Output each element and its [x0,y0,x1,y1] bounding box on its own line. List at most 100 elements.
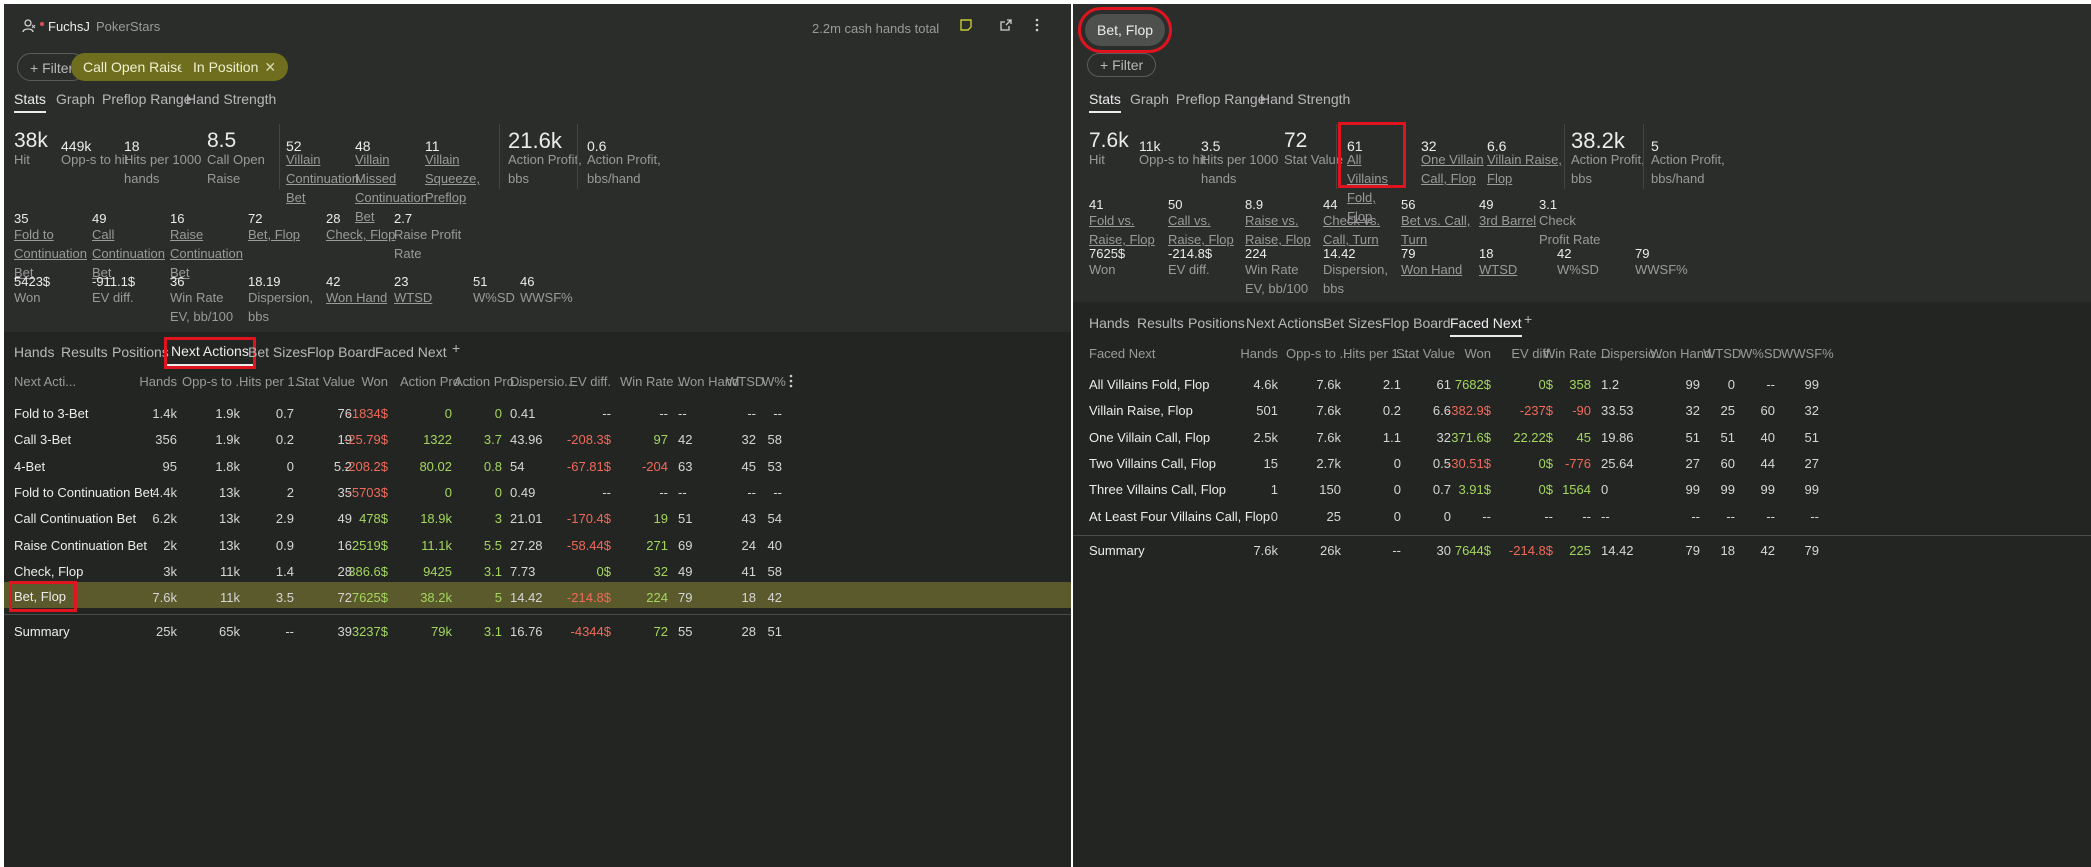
tab-graph[interactable]: Graph [56,91,95,107]
stat-label: W%SD [473,290,515,305]
column-header[interactable]: Stat Value [1396,346,1456,361]
table-row[interactable]: Check, Flop 3k 11k 1.4 28 386.6$ 9425 3.1 7.73 0$… [4,564,1071,582]
column-header[interactable]: Faced Next [1089,346,1156,361]
tab-stats[interactable]: Stats [1089,91,1121,113]
tab-hand-strength[interactable]: Hand Strength [1260,91,1351,107]
stat-label-link[interactable]: Fold to Continuation Bet [14,227,87,280]
table-row[interactable]: Call 3-Bet 356 1.9k 0.2 19 -25.79$ 1322 3.7 43.9… [4,432,1071,450]
stat-label-link[interactable]: 3rd Barrel [1479,213,1537,228]
tab-flop-board[interactable]: Flop Board [307,344,376,360]
stat-label-link[interactable]: Won Hand [1401,262,1463,277]
column-header[interactable]: Hands [1240,346,1278,361]
column-header[interactable]: Action Pro... [454,374,525,389]
stat-value: 49 [1479,197,1494,212]
stat-label-link[interactable]: Villain Raise, Flop [1487,152,1562,186]
table-row[interactable]: Fold to Continuation Bet 4.4k 13k 2 35 -5703$… [4,485,1071,503]
tab-hands[interactable]: Hands [1089,315,1130,331]
column-header[interactable]: WWSF% [1781,346,1834,361]
column-header[interactable]: W% [762,374,786,389]
title-chip-bet-flop[interactable]: Bet, Flop [1077,7,1173,53]
add-tab-plus-icon[interactable]: + [452,340,461,356]
table-row[interactable]: 4-Bet 95 1.8k 0 5.2 -208.2$ 80.02 0.8 54 -67.81$ -… [4,459,1071,477]
column-header[interactable]: WTSD [726,374,765,389]
stat-value: 51 [473,274,488,289]
stat-label-link[interactable]: Raise Continuation Bet [170,227,243,280]
column-header[interactable]: EV diff. [569,374,611,389]
table-row[interactable]: Raise Continuation Bet 2k 13k 0.9 16 2519$ 11.… [4,538,1071,556]
tab-bet-sizes[interactable]: Bet Sizes [1323,315,1383,331]
stat-value: 21.6k [508,128,562,153]
table-row[interactable]: At Least Four Villains Call, Flop 0 25 0 0 --… [1073,509,2091,527]
tab-next-actions[interactable]: Next Actions [1246,315,1324,331]
table-row[interactable]: Fold to 3-Bet 1.4k 1.9k 0.7 76 -1834$ 0 0 0.41 --… [4,406,1071,424]
stat-label-link[interactable]: Villain Missed Continuation Bet [355,152,428,224]
table-row[interactable]: Three Villains Call, Flop 1 150 0 0.7 3.91$ 0$… [1073,482,2091,500]
tab-preflop-range[interactable]: Preflop Range [1176,91,1266,107]
stat-label-link[interactable]: WTSD [394,290,433,305]
stat-label-link[interactable]: Check vs. Call, Turn [1323,213,1381,247]
stat-label-link[interactable]: Call Continuation Bet [92,227,165,280]
tab-positions[interactable]: Positions [112,344,169,360]
table-row[interactable]: Bet, Flop 7.6k 11k 3.5 72 7625$ 38.2k 5 14.42 -21… [4,581,1071,613]
column-header[interactable]: Hands [139,374,177,389]
column-header[interactable]: Hits per 1... [239,374,306,389]
tab-stats[interactable]: Stats [14,91,46,113]
more-vertical-icon[interactable] [788,374,794,391]
column-header[interactable]: Stat Value [296,374,356,389]
column-header[interactable]: Dispersio... [510,374,576,389]
tab-flop-board[interactable]: Flop Board [1382,315,1451,331]
tab-results[interactable]: Results [61,344,108,360]
column-header[interactable]: Win Rate ... [1543,346,1611,361]
table-row[interactable]: Villain Raise, Flop 501 7.6k 0.2 6.6 -382.9$ -… [1073,403,2091,421]
column-header[interactable]: Win Rate ... [620,374,688,389]
player-name[interactable]: FuchsJ [48,19,90,34]
tab-positions[interactable]: Positions [1188,315,1245,331]
table-row[interactable]: All Villains Fold, Flop 4.6k 7.6k 2.1 61 7682… [1073,377,2091,395]
add-tab-plus-icon[interactable]: + [1524,311,1533,327]
stat-label-link[interactable]: All Villains Fold, Flop [1347,152,1388,224]
filter-chip-in-position[interactable]: In Position ✕ [181,53,289,81]
stat-label-link[interactable]: Fold vs. Raise, Flop [1089,213,1155,247]
tab-faced-next[interactable]: Faced Next [1450,315,1522,337]
stat-label-link[interactable]: Villain Continuation Bet [286,152,359,205]
export-icon[interactable] [999,18,1013,35]
column-header[interactable]: Won Hand [1650,346,1712,361]
filter-button[interactable]: + Filter [1087,53,1157,77]
column-header[interactable]: Next Acti... [14,374,77,389]
column-header[interactable]: Won Hand [678,374,740,389]
close-icon[interactable]: ✕ [264,59,277,75]
column-header[interactable]: Hits per 1... [1343,346,1410,361]
tab-hand-strength[interactable]: Hand Strength [186,91,277,107]
user-icon[interactable] [22,19,36,36]
column-header[interactable]: Opp-s to ... [1286,346,1351,361]
column-header[interactable]: Won [361,374,389,389]
tab-bet-sizes[interactable]: Bet Sizes [248,344,308,360]
stat-label-link[interactable]: Raise vs. Raise, Flop [1245,213,1311,247]
tab-graph[interactable]: Graph [1130,91,1169,107]
tab-faced-next[interactable]: Faced Next [375,344,447,360]
column-header[interactable]: Won [1464,346,1492,361]
stat-label-link[interactable]: Bet vs. Call, Turn [1401,213,1471,247]
stat-label-link[interactable]: Villain Squeeze, Preflop [425,152,480,205]
column-header[interactable]: Dispersio... [1601,346,1667,361]
tab-hands[interactable]: Hands [14,344,55,360]
stat-label-link[interactable]: Won Hand [326,290,388,305]
stat-label-link[interactable]: WTSD [1479,262,1518,277]
more-vertical-icon[interactable] [1034,18,1040,35]
tab-next-actions[interactable]: Next Actions [164,337,256,369]
stat-label-link[interactable]: Check, Flop [326,227,396,242]
column-header[interactable]: EV diff. [1511,346,1553,361]
table-row[interactable]: One Villain Call, Flop 2.5k 7.6k 1.1 32 371.6… [1073,430,2091,448]
column-header[interactable]: W%SD [1740,346,1782,361]
column-header[interactable]: Action Pro... [400,374,471,389]
column-header[interactable]: WTSD [1703,346,1742,361]
tab-results[interactable]: Results [1137,315,1184,331]
note-icon[interactable] [959,18,973,35]
table-row[interactable]: Two Villains Call, Flop 15 2.7k 0 0.5 -30.51$… [1073,456,2091,474]
stat-label-link[interactable]: One Villain Call, Flop [1421,152,1484,186]
column-header[interactable]: Opp-s to ... [182,374,247,389]
tab-preflop-range[interactable]: Preflop Range [102,91,192,107]
stat-label-link[interactable]: Bet, Flop [248,227,301,242]
table-row[interactable]: Call Continuation Bet 6.2k 13k 2.9 49 478$ 18.… [4,511,1071,529]
stat-label-link[interactable]: Call vs. Raise, Flop [1168,213,1234,247]
